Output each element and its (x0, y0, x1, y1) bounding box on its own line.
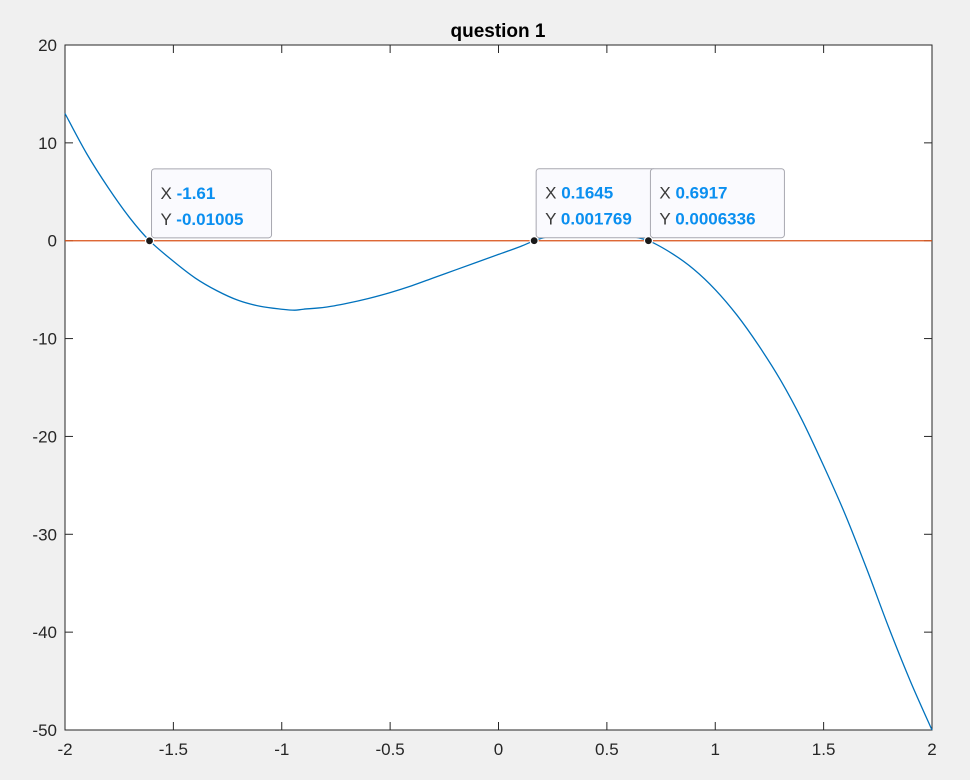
datatip-y-key: Y (545, 210, 561, 229)
datatip-marker[interactable] (529, 236, 539, 246)
y-tick-label: -20 (32, 427, 57, 446)
datatip-x-key: X (161, 184, 177, 203)
y-tick-label: -40 (32, 623, 57, 642)
series-line-1[interactable] (64, 113, 933, 731)
datatip-x-value: -1.61 (177, 184, 216, 203)
y-axis: 20 10 0 -10 -20 -30 -40 -50 (32, 36, 932, 740)
datatip-y-key: Y (161, 210, 177, 229)
y-tick-label: -10 (32, 330, 57, 349)
datatip-y-value: -0.01005 (176, 210, 243, 229)
datatip-box (151, 168, 273, 239)
datatip-box (649, 168, 785, 239)
datatip-x-row: X -1.61 (161, 184, 216, 203)
datatip-y-row: Y 0.001769 (545, 210, 632, 229)
y-tick-label: 0 (48, 232, 57, 251)
datatip-y-row: Y -0.01005 (161, 210, 244, 229)
datatip[interactable]: X -1.61Y -0.01005 (144, 168, 273, 246)
plot-area[interactable] (64, 44, 933, 731)
datatip-marker[interactable] (643, 236, 654, 246)
datatip-y-row: Y 0.0006336 (659, 210, 755, 229)
datatip-marker[interactable] (144, 236, 155, 246)
datatip-x-row: X 0.1645 (545, 184, 613, 203)
datatip-y-key: Y (659, 210, 675, 229)
x-tick-label: -1.5 (159, 740, 188, 759)
x-tick-label: 0 (494, 740, 503, 759)
y-tick-label: -30 (32, 525, 57, 544)
datatip-y-value: 0.0006336 (675, 210, 755, 229)
y-tick-label: 20 (38, 36, 57, 55)
datatip-x-value: 0.6917 (675, 184, 727, 203)
series-layer (64, 113, 933, 731)
datatip-y-value: 0.001769 (561, 210, 632, 229)
x-tick-label: 2 (927, 740, 936, 759)
datatip-x-value: 0.1645 (561, 184, 613, 203)
datatip-x-row: X 0.6917 (659, 184, 727, 203)
y-tick-label: -50 (32, 721, 57, 740)
x-tick-label: 1 (711, 740, 720, 759)
datatip-x-key: X (545, 184, 561, 203)
datatip-x-key: X (659, 184, 675, 203)
x-tick-label: 1.5 (812, 740, 836, 759)
x-tick-label: 0.5 (595, 740, 619, 759)
x-tick-label: -2 (57, 740, 72, 759)
chart-title: question 1 (450, 21, 545, 42)
x-axis: -2 -1.5 -1 -0.5 0 0.5 1 1.5 2 (57, 45, 937, 759)
x-tick-label: -0.5 (375, 740, 404, 759)
y-tick-label: 10 (38, 134, 57, 153)
x-tick-label: -1 (274, 740, 289, 759)
